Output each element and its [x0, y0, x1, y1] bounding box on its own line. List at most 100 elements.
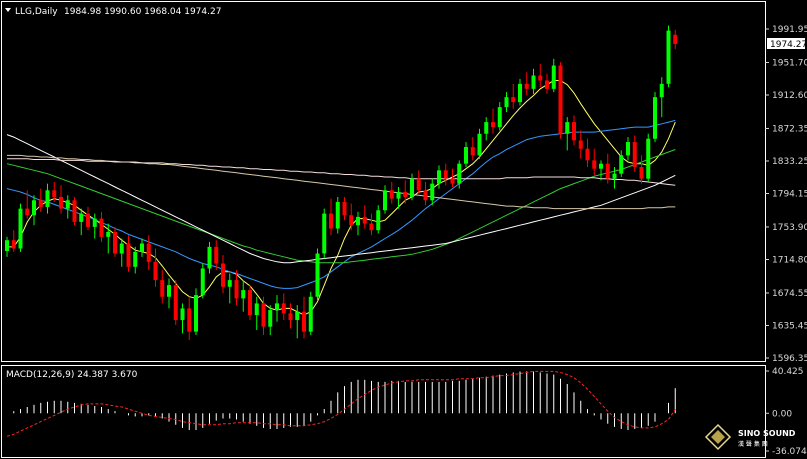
- candle: [72, 196, 77, 226]
- price-tick-label: 1951.70: [772, 58, 807, 68]
- candle-body: [308, 296, 313, 332]
- candle: [349, 203, 354, 231]
- candle: [52, 181, 57, 202]
- candle-body: [99, 218, 104, 237]
- candle: [551, 58, 556, 93]
- macd-signal-line: [6, 370, 676, 437]
- candle: [612, 167, 617, 189]
- candle: [86, 206, 90, 231]
- candle: [673, 29, 678, 49]
- candle: [362, 205, 367, 229]
- ma-line-pink: [7, 158, 676, 186]
- candle-body: [511, 97, 516, 103]
- candle-body: [470, 147, 475, 156]
- candle-body: [119, 243, 124, 254]
- candle-body: [659, 83, 664, 98]
- candle: [592, 148, 597, 176]
- candle: [659, 77, 664, 118]
- current-price-text: 1974.27: [770, 40, 807, 50]
- candle-body: [38, 200, 43, 207]
- candle: [356, 211, 360, 236]
- macd-tick-label: -36.074: [772, 447, 807, 457]
- candle-body: [261, 303, 266, 327]
- candle-body: [626, 142, 630, 156]
- candle-body: [592, 160, 597, 169]
- candle-body: [538, 75, 543, 81]
- candle: [194, 288, 198, 336]
- candle-body: [389, 190, 394, 199]
- price-tick-label: 1714.80: [772, 255, 807, 265]
- candle-body: [612, 173, 617, 179]
- candle: [511, 83, 516, 109]
- candle-body: [443, 170, 448, 179]
- candle: [605, 153, 610, 184]
- candle: [545, 73, 549, 94]
- price-tick-label: 1674.55: [772, 289, 807, 299]
- candle: [25, 190, 30, 219]
- candle: [646, 133, 651, 182]
- candle: [342, 196, 347, 221]
- current-price-tag: [767, 38, 805, 49]
- candle: [572, 115, 576, 146]
- candle-body: [605, 163, 610, 179]
- candle-body: [59, 196, 63, 209]
- candle: [585, 138, 590, 168]
- candle-body: [504, 97, 509, 108]
- price-tick-label: 1635.45: [772, 321, 807, 331]
- candle: [315, 248, 320, 301]
- candle-body: [457, 163, 462, 184]
- candle: [423, 181, 428, 206]
- candle-body: [79, 213, 84, 222]
- candle: [268, 305, 273, 336]
- candle-body: [322, 213, 327, 254]
- candle-body: [194, 295, 198, 332]
- candle-body: [11, 240, 16, 249]
- candle: [410, 173, 414, 201]
- candle: [173, 280, 178, 326]
- candle: [167, 278, 171, 309]
- candle-body: [133, 251, 138, 267]
- candle: [133, 246, 138, 274]
- candle-body: [18, 208, 23, 249]
- candle-body: [565, 122, 570, 134]
- candle-body: [173, 285, 178, 321]
- candle-body: [342, 201, 347, 216]
- candle: [11, 230, 16, 252]
- candle-body: [248, 290, 252, 316]
- candle: [322, 208, 327, 259]
- candle-body: [160, 280, 165, 297]
- candle-body: [187, 308, 192, 332]
- candle: [38, 188, 43, 212]
- candle: [565, 117, 570, 151]
- symbol-label: LLG,Daily: [15, 7, 58, 17]
- candle-body: [315, 253, 320, 297]
- candle: [200, 263, 205, 299]
- candle-body: [464, 147, 468, 164]
- candle: [281, 293, 286, 321]
- candle: [308, 291, 313, 336]
- candle: [18, 203, 23, 252]
- price-panel-frame: [1, 1, 766, 362]
- candle: [430, 178, 435, 206]
- candle: [538, 63, 543, 88]
- candle: [146, 235, 151, 271]
- candle: [207, 241, 212, 274]
- candle: [302, 296, 306, 339]
- candle-body: [430, 183, 435, 201]
- candle: [470, 137, 475, 161]
- candle-body: [268, 310, 273, 327]
- macd-panel-frame: [1, 365, 766, 458]
- candle-body: [666, 30, 671, 84]
- candle: [457, 160, 462, 189]
- candle-body: [572, 122, 576, 141]
- dropdown-triangle-icon[interactable]: [5, 8, 11, 12]
- candle-body: [383, 190, 387, 211]
- candle-body: [335, 201, 340, 229]
- macd-layer: [6, 370, 676, 437]
- candle-body: [214, 246, 219, 264]
- candle-body: [545, 80, 549, 89]
- candle: [221, 255, 225, 294]
- candle-body: [396, 191, 401, 199]
- candle-body: [234, 280, 239, 299]
